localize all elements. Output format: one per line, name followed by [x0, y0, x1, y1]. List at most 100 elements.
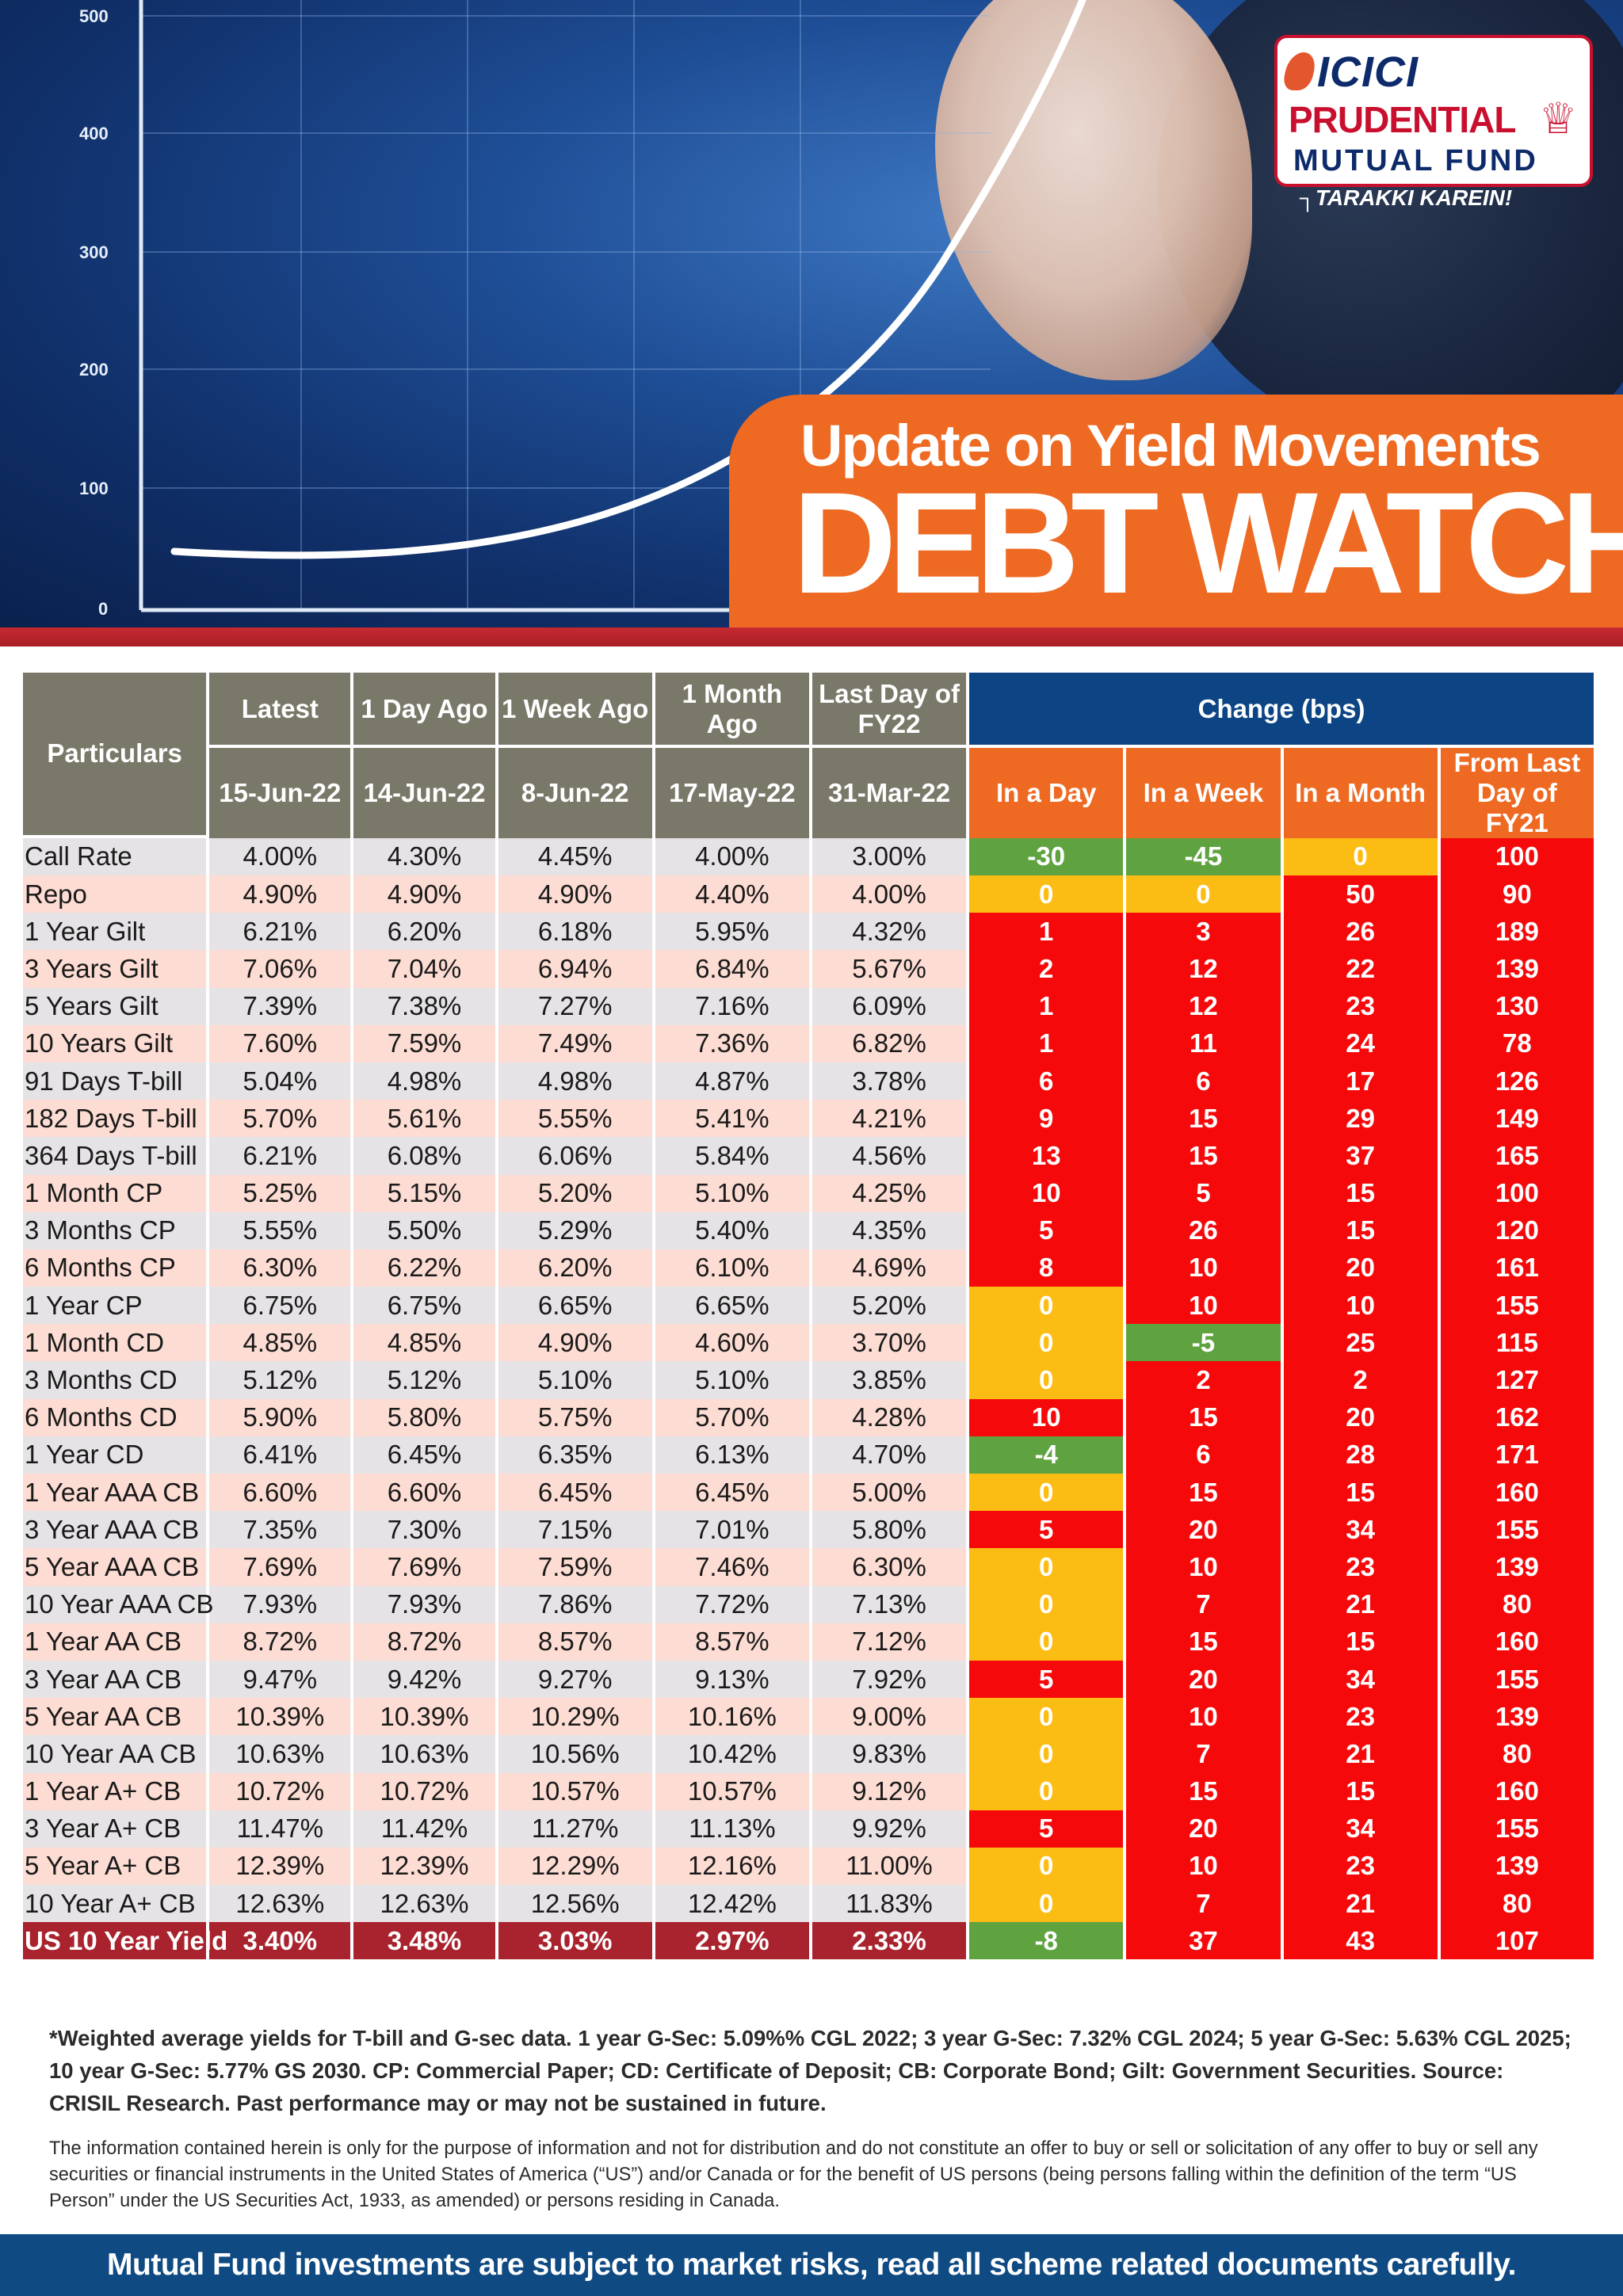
yield-value: 10.29%: [498, 1698, 652, 1736]
yield-value: 6.30%: [812, 1548, 967, 1586]
yield-value: 10.72%: [353, 1772, 495, 1810]
table-row: 3 Year A+ CB 11.47% 11.42% 11.27% 11.13% 9.92…: [23, 1810, 1594, 1848]
change-bps-value: 171: [1440, 1436, 1594, 1474]
yield-value: 4.32%: [812, 913, 967, 951]
change-bps-value: 10: [1126, 1287, 1281, 1325]
yield-value: 5.80%: [812, 1511, 967, 1549]
yield-value: 12.29%: [498, 1847, 652, 1886]
yield-value: 7.13%: [812, 1585, 967, 1623]
yield-value: 5.40%: [655, 1211, 809, 1249]
yield-value: 4.28%: [812, 1398, 967, 1436]
header-change-in-a-week: In a Week: [1126, 748, 1281, 838]
yield-value: 6.20%: [353, 913, 495, 951]
yield-value: 5.04%: [209, 1062, 351, 1100]
yield-value: 6.10%: [655, 1249, 809, 1287]
yield-value: 9.42%: [353, 1660, 495, 1699]
change-bps-value: 100: [1440, 837, 1594, 875]
change-bps-value: 0: [969, 1287, 1124, 1325]
change-bps-value: 22: [1283, 950, 1438, 988]
change-bps-value: 100: [1440, 1174, 1594, 1212]
change-bps-value: 139: [1440, 1548, 1594, 1586]
row-label: 5 Years Gilt: [23, 987, 207, 1025]
yield-value: 3.78%: [812, 1062, 967, 1100]
table-row: 3 Months CD 5.12% 5.12% 5.10% 5.10% 3.85% 0 2 2 1…: [23, 1361, 1594, 1399]
change-bps-value: 43: [1283, 1922, 1438, 1960]
yield-value: 7.30%: [353, 1511, 495, 1549]
table-row: Call Rate 4.00% 4.30% 4.45% 4.00% 3.00% -30 -45…: [23, 837, 1594, 875]
yield-value: 12.56%: [498, 1885, 652, 1923]
yield-value: 11.47%: [209, 1810, 351, 1848]
header-1-month-ago: 1 Month Ago: [655, 673, 809, 748]
change-bps-value: 161: [1440, 1249, 1594, 1287]
row-label: 5 Year AA CB: [23, 1698, 207, 1736]
header-latest: Latest: [209, 673, 351, 748]
change-bps-value: 80: [1440, 1885, 1594, 1923]
change-bps-value: 2: [969, 950, 1124, 988]
row-label: 6 Months CP: [23, 1249, 207, 1287]
header-1-day-ago: 1 Day Ago: [353, 673, 495, 748]
change-bps-value: 5: [969, 1810, 1124, 1848]
yield-value: 7.69%: [209, 1548, 351, 1586]
change-bps-value: 0: [1283, 837, 1438, 875]
yield-value: 12.63%: [209, 1885, 351, 1923]
yield-value: 8.57%: [498, 1623, 652, 1661]
yield-value: 10.57%: [655, 1772, 809, 1810]
yield-value: 10.39%: [353, 1698, 495, 1736]
change-bps-value: -30: [969, 837, 1124, 875]
change-bps-value: 34: [1283, 1660, 1438, 1699]
yield-value: 6.94%: [498, 950, 652, 988]
change-bps-value: 6: [1126, 1062, 1281, 1100]
yield-value: 3.00%: [812, 837, 967, 875]
change-bps-value: 21: [1283, 1585, 1438, 1623]
change-bps-value: 165: [1440, 1137, 1594, 1175]
change-bps-value: 50: [1283, 875, 1438, 913]
change-bps-value: 1: [969, 913, 1124, 951]
row-label: 5 Year AAA CB: [23, 1548, 207, 1586]
yield-value: 7.69%: [353, 1548, 495, 1586]
row-label: 10 Year AA CB: [23, 1735, 207, 1773]
yield-value: 7.12%: [812, 1623, 967, 1661]
header-last-day-fy22: Last Day of FY22: [812, 673, 967, 748]
row-label: 364 Days T-bill: [23, 1137, 207, 1175]
logo-icici-text: ICICI: [1317, 48, 1419, 96]
yield-value: 6.06%: [498, 1137, 652, 1175]
change-bps-value: 12: [1126, 950, 1281, 988]
yield-value: 8.57%: [655, 1623, 809, 1661]
yield-value: 6.84%: [655, 950, 809, 988]
yield-value: 4.00%: [209, 837, 351, 875]
table-row: 1 Year A+ CB 10.72% 10.72% 10.57% 10.57% 9.12…: [23, 1772, 1594, 1810]
change-bps-value: 23: [1283, 1847, 1438, 1886]
yield-value: 7.93%: [353, 1585, 495, 1623]
title-panel: Update on Yield Movements DEBT WATCH: [729, 395, 1623, 627]
yield-value: 5.29%: [498, 1211, 652, 1249]
yield-value: 5.80%: [353, 1398, 495, 1436]
yield-value: 5.10%: [655, 1174, 809, 1212]
yield-value: 7.59%: [498, 1548, 652, 1586]
yield-value: 6.65%: [498, 1287, 652, 1325]
yield-value: 4.85%: [209, 1324, 351, 1362]
change-bps-value: 10: [1283, 1287, 1438, 1325]
change-bps-value: 15: [1283, 1623, 1438, 1661]
disclaimer: The information contained herein is only…: [49, 2138, 1538, 2211]
header-date-latest: 15-Jun-22: [209, 748, 351, 838]
hero-banner: 500 400 300 200 100 0 ICICI PRUDENTIAL ♕…: [0, 0, 1623, 627]
change-bps-value: 21: [1283, 1885, 1438, 1923]
yield-value: 5.70%: [655, 1398, 809, 1436]
table-row: 5 Year AAA CB 7.69% 7.69% 7.59% 7.46% 6.30% 0 1…: [23, 1548, 1594, 1586]
yield-value: 12.16%: [655, 1847, 809, 1886]
page-title: DEBT WATCH: [792, 462, 1623, 624]
row-label: Call Rate: [23, 837, 207, 875]
change-bps-value: 13: [969, 1137, 1124, 1175]
change-bps-value: 5: [969, 1660, 1124, 1699]
page-subtitle: Update on Yield Movements: [800, 413, 1541, 479]
yield-value: 5.84%: [655, 1137, 809, 1175]
yield-value: 5.12%: [353, 1361, 495, 1399]
yield-value: 4.60%: [655, 1324, 809, 1362]
table-row-us-10-year-yield: US 10 Year Yield 3.40% 3.48% 3.03% 2.97% 2.33…: [23, 1922, 1594, 1960]
change-bps-value: 139: [1440, 1847, 1594, 1886]
row-label: 10 Years Gilt: [23, 1024, 207, 1062]
table-body: Call Rate 4.00% 4.30% 4.45% 4.00% 3.00% -30 -45…: [23, 837, 1594, 1960]
change-bps-value: 160: [1440, 1474, 1594, 1512]
row-label: 3 Months CP: [23, 1211, 207, 1249]
table-row: 6 Months CP 6.30% 6.22% 6.20% 6.10% 4.69% 8 10 2…: [23, 1249, 1594, 1287]
